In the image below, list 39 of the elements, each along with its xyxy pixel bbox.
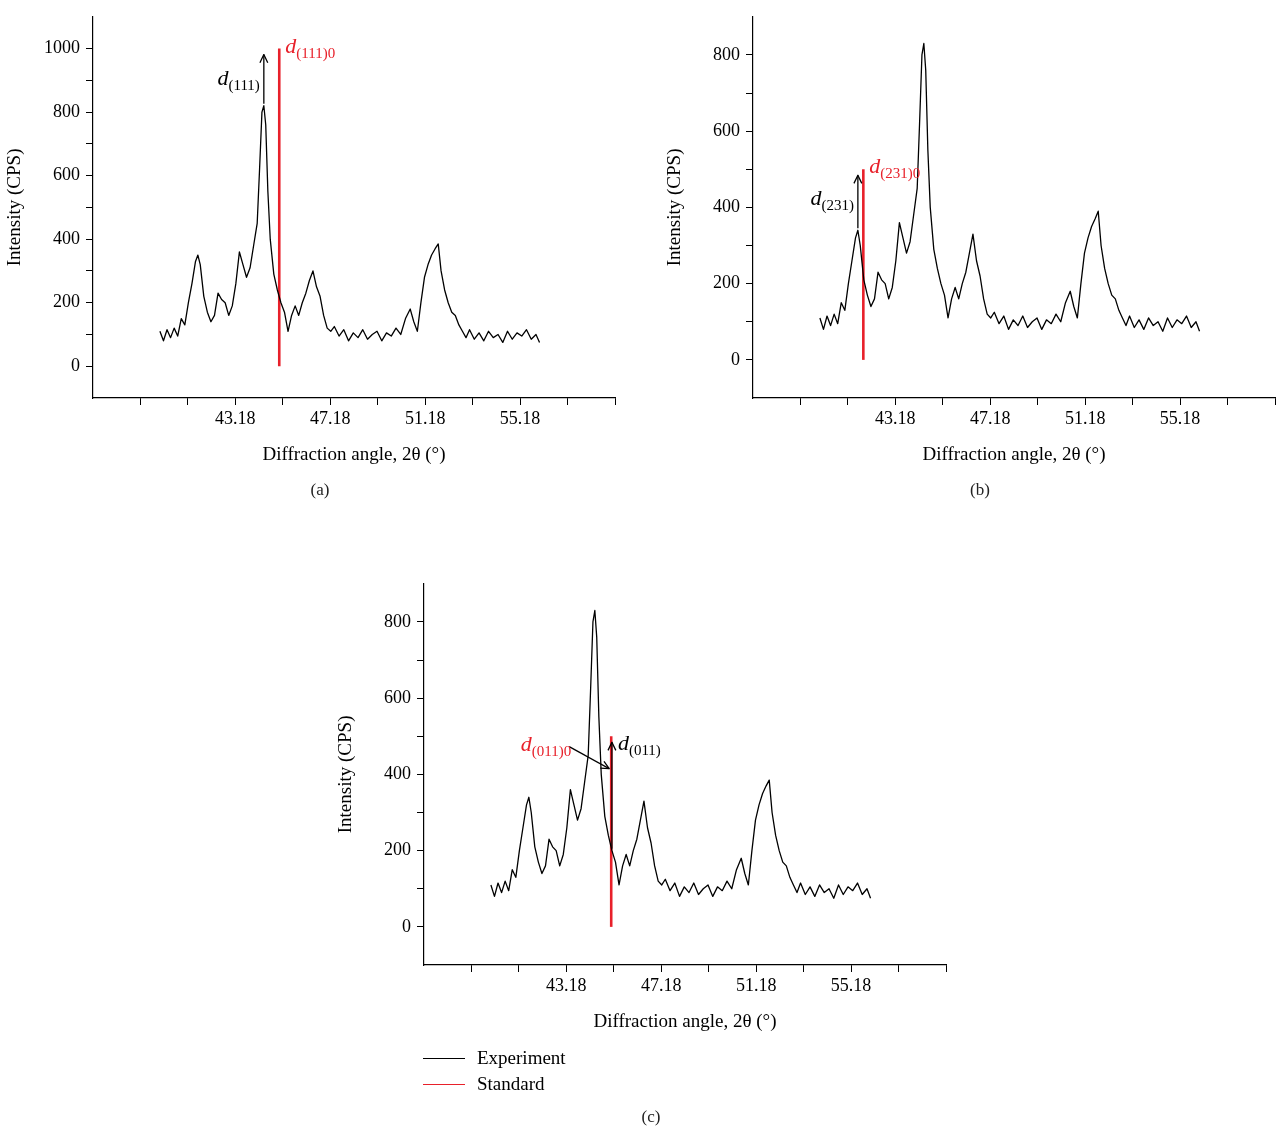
y-tick-label: 800 <box>713 43 740 64</box>
x-axis-title: Diffraction angle, 2θ (°) <box>262 442 446 465</box>
y-tick-label: 0 <box>731 348 740 369</box>
legend-label: Experiment <box>477 1047 566 1069</box>
y-tick-label: 400 <box>713 196 740 217</box>
x-tick-label: 51.18 <box>404 407 446 428</box>
y-tick-label: 1000 <box>44 37 80 58</box>
text: (a) <box>309 480 331 500</box>
y-tick-label: 0 <box>402 915 411 936</box>
legend-label: Standard <box>477 1073 545 1095</box>
text: (b) <box>969 480 991 500</box>
y-tick-label: 600 <box>384 686 411 707</box>
y-tick-label: 0 <box>71 354 80 375</box>
x-tick-label: 55.18 <box>499 407 541 428</box>
x-tick-label: 43.18 <box>546 974 587 995</box>
y-tick-label: 800 <box>384 610 411 631</box>
x-tick-label: 43.18 <box>215 407 256 428</box>
y-tick-label: 600 <box>713 119 740 140</box>
x-tick-label: 47.18 <box>641 974 682 995</box>
x-tick-label: 43.18 <box>875 407 916 428</box>
x-tick-label: 47.18 <box>970 407 1011 428</box>
y-axis-title: Intensity (CPS) <box>334 715 357 834</box>
x-tick-label: 51.18 <box>1064 407 1106 428</box>
x-tick-label: 55.18 <box>1159 407 1201 428</box>
y-tick-label: 200 <box>713 272 740 293</box>
y-axis-title: Intensity (CPS) <box>3 148 26 267</box>
x-axis-title: Diffraction angle, 2θ (°) <box>593 1009 777 1032</box>
y-tick-label: 200 <box>53 291 80 312</box>
y-tick-label: 800 <box>53 100 80 121</box>
x-axis-title: Diffraction angle, 2θ (°) <box>922 442 1106 465</box>
y-tick-label: 400 <box>384 763 411 784</box>
y-tick-label: 400 <box>53 227 80 248</box>
y-tick-label: 200 <box>384 839 411 860</box>
y-tick-label: 600 <box>53 164 80 185</box>
y-axis-title: Intensity (CPS) <box>663 148 686 267</box>
x-tick-label: 47.18 <box>310 407 351 428</box>
x-tick-label: 51.18 <box>735 974 777 995</box>
x-tick-label: 55.18 <box>830 974 872 995</box>
text: (c) <box>640 1107 662 1127</box>
